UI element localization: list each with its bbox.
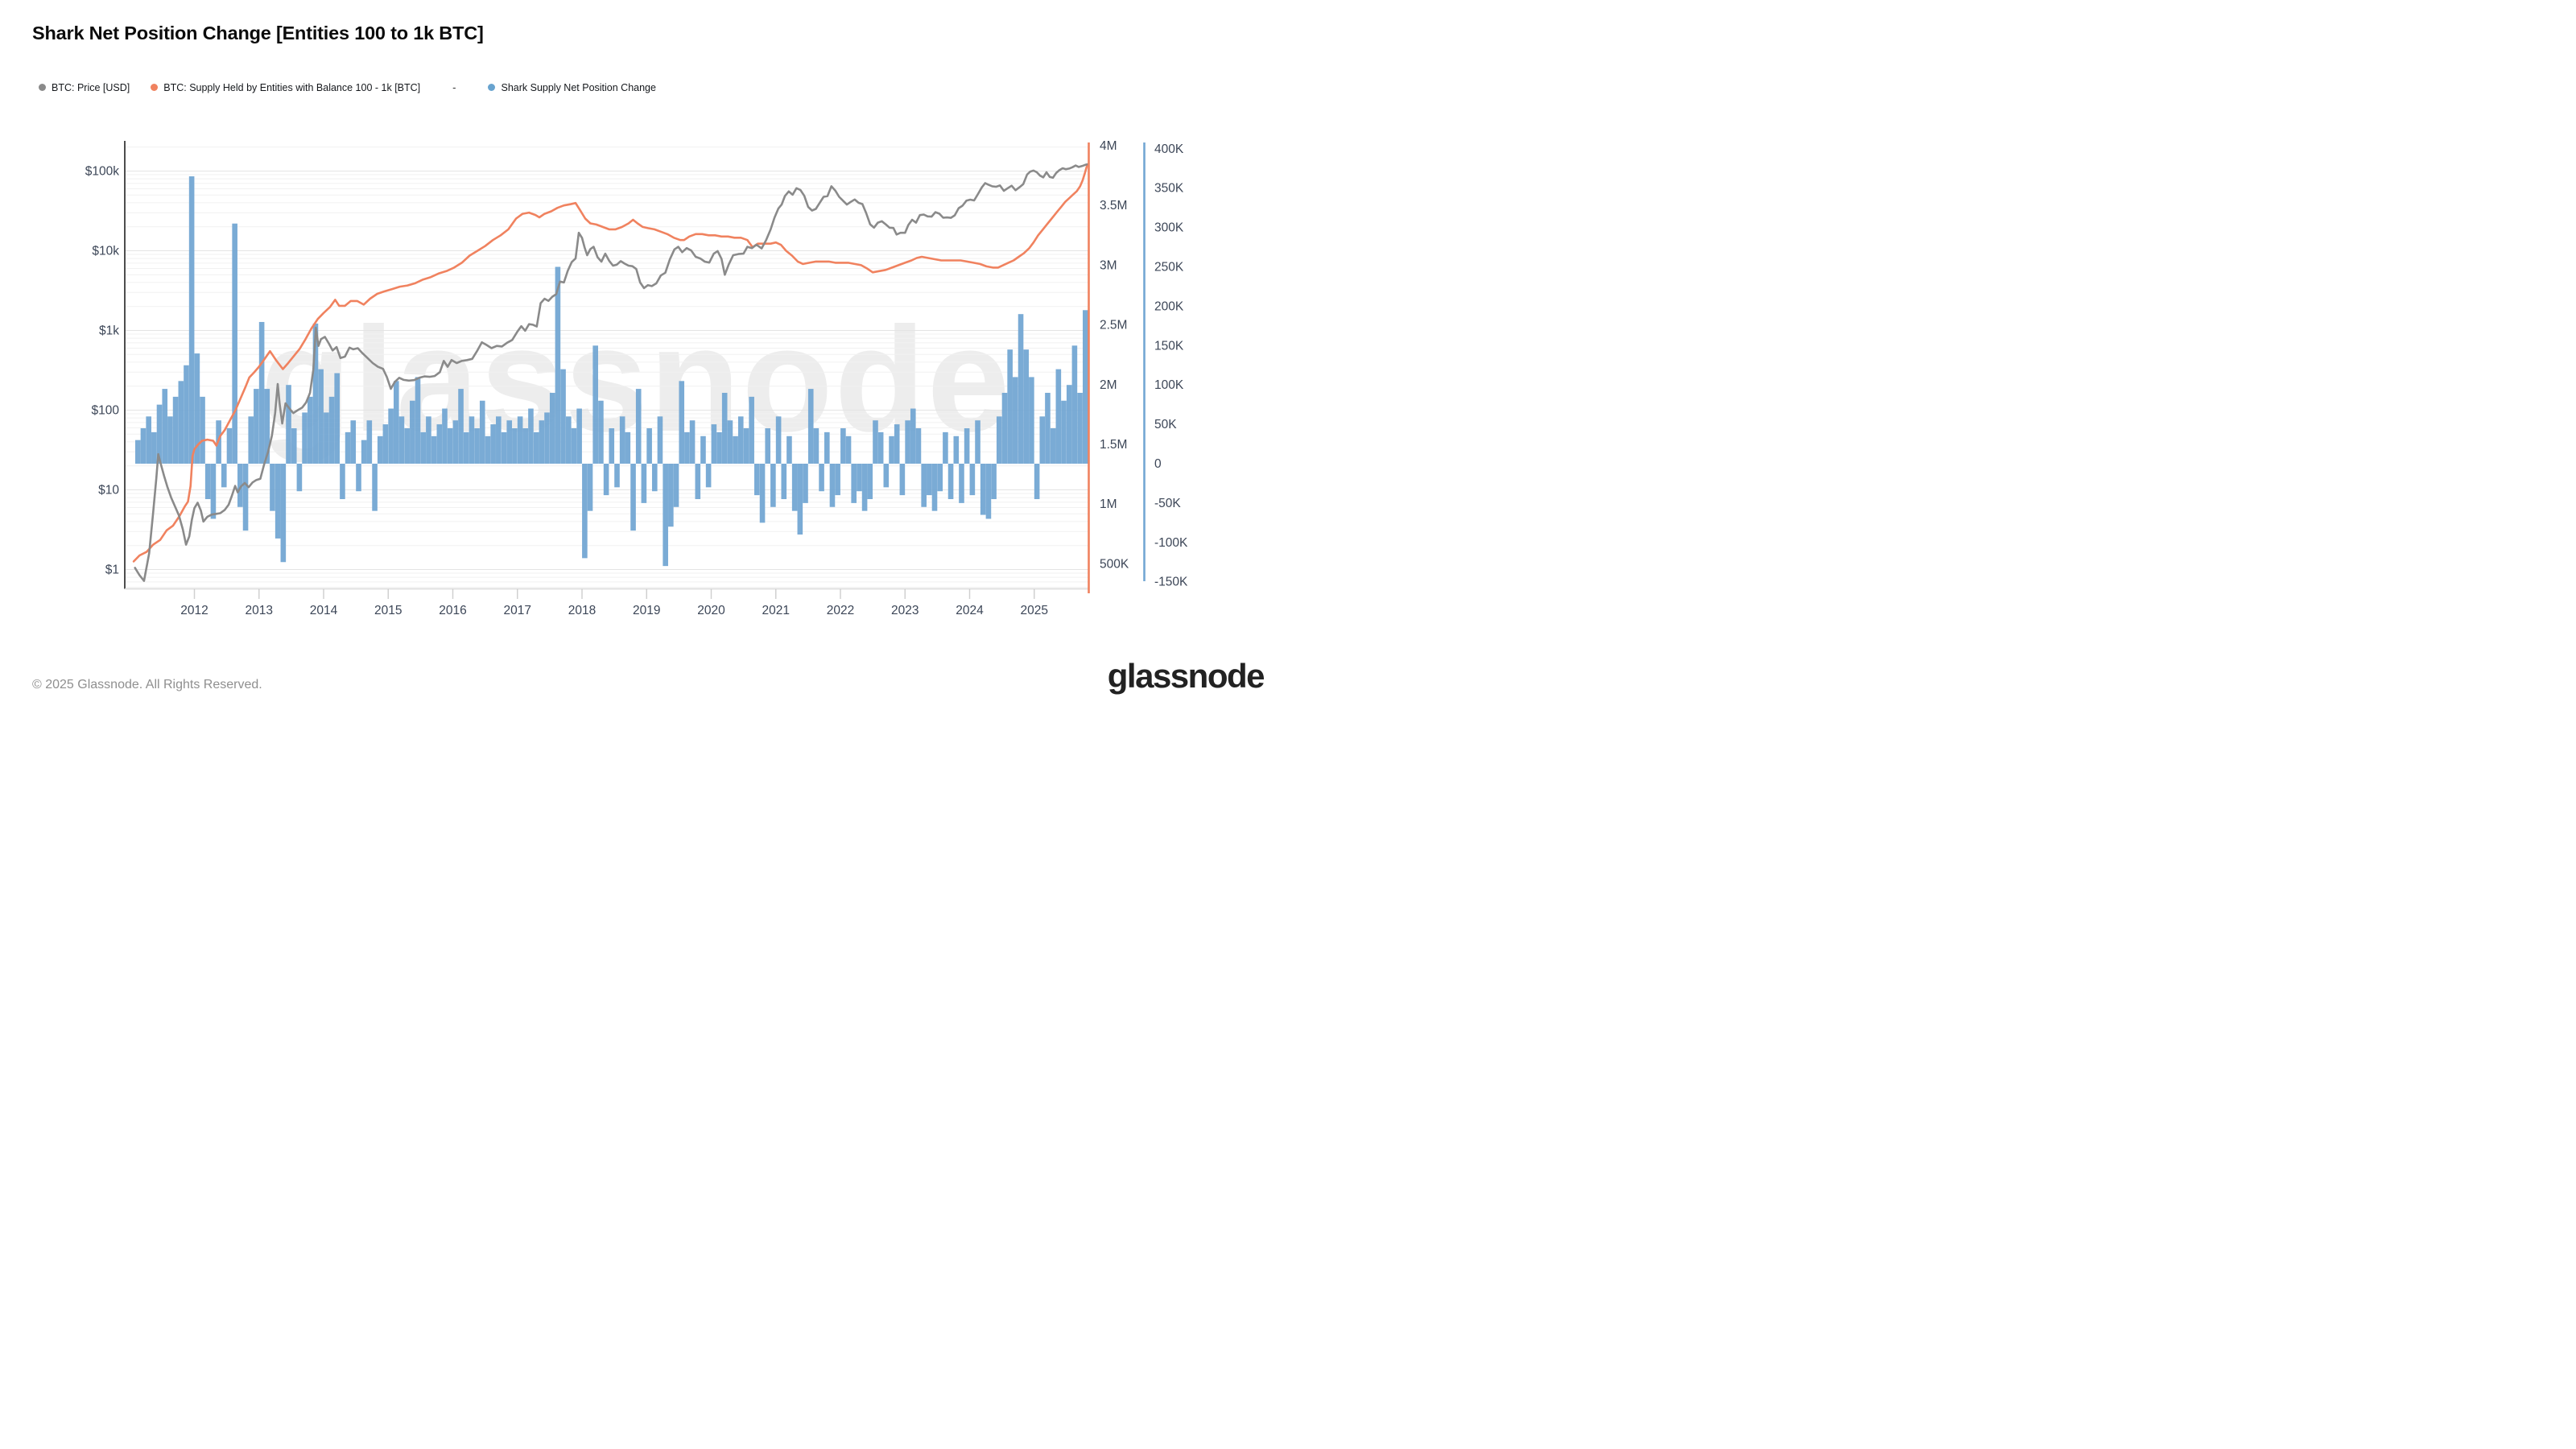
glassnode-logo: glassnode	[1107, 657, 1265, 695]
price-axis-tick-label: $10k	[92, 245, 119, 258]
supply-axis-tick-label: 3.5M	[1100, 199, 1127, 213]
chart-legend: BTC: Price [USD] BTC: Supply Held by Ent…	[39, 81, 656, 93]
supply-axis-tick-label: 500K	[1100, 557, 1129, 571]
npc-axis-tick-label: 50K	[1154, 418, 1177, 431]
npc-series-dot-icon	[488, 84, 496, 91]
page-header: Shark Net Position Change [Entities 100 …	[32, 23, 484, 44]
supply-axis-tick-label: 2M	[1100, 378, 1117, 392]
price-line	[134, 163, 1088, 582]
price-axis-tick-label: $100	[92, 404, 120, 418]
npc-axis-tick-label: 150K	[1154, 339, 1184, 353]
legend-item-price[interactable]: BTC: Price [USD]	[39, 82, 130, 93]
price-axis-tick-label: $10	[98, 484, 119, 497]
npc-axis-tick-label: -50K	[1154, 497, 1181, 510]
npc-axis-tick-label: -150K	[1154, 576, 1188, 589]
price-axis-tick-label: $1k	[99, 324, 119, 338]
x-axis-year-label: 2016	[439, 604, 466, 617]
x-axis-year-label: 2022	[827, 604, 854, 617]
npc-axis-tick-label: 350K	[1154, 182, 1184, 196]
x-axis-year-label: 2018	[568, 604, 596, 617]
x-axis-year-label: 2015	[374, 604, 402, 617]
legend-item-npc[interactable]: Shark Supply Net Position Change	[488, 81, 656, 93]
supply-axis-tick-label: 2.5M	[1100, 319, 1127, 332]
supply-series-dot-icon	[151, 84, 159, 91]
x-axis-year-label: 2020	[697, 604, 725, 617]
x-axis-year-label: 2024	[956, 604, 984, 617]
chart-area: glassnode $100k $10k $1k $100 $10 $1 4M 3.5M 3M 2.…	[0, 0, 1288, 724]
legend-label-supply: BTC: Supply Held by Entities with Balanc…	[163, 81, 421, 93]
price-axis-tick-label: $1	[105, 564, 119, 577]
chart-title: Shark Net Position Change [Entities 100 …	[32, 23, 484, 43]
supply-axis-tick-label: 4M	[1100, 139, 1117, 153]
supply-axis-tick-label: 1M	[1100, 497, 1117, 511]
chart-canvas[interactable]: glassnode $100k $10k $1k $100 $10 $1 4M 3.5M 3M 2.…	[0, 0, 1288, 724]
npc-axis-tick-label: 400K	[1154, 142, 1184, 156]
legend-label-price: BTC: Price [USD]	[52, 81, 130, 93]
supply-axis-tick-label: 3M	[1100, 258, 1117, 272]
npc-axis-tick-label: 0	[1154, 457, 1162, 471]
x-axis-year-label: 2021	[762, 604, 790, 617]
x-axis-year-label: 2013	[246, 604, 273, 617]
supply-axis-tick-label: 1.5M	[1100, 438, 1127, 452]
x-axis-year-label: 2023	[891, 604, 919, 617]
npc-axis-tick-label: 300K	[1154, 221, 1184, 235]
x-axis-year-label: 2012	[180, 604, 208, 617]
price-axis-tick-label: $100k	[85, 165, 119, 179]
x-axis-year-label: 2019	[633, 604, 660, 617]
npc-axis-tick-label: 100K	[1154, 378, 1184, 392]
npc-axis-tick-label: 250K	[1154, 261, 1184, 275]
x-axis-year-label: 2025	[1021, 604, 1048, 617]
npc-axis-tick-label: -100K	[1154, 536, 1188, 550]
x-axis-year-label: 2017	[504, 604, 531, 617]
legend-label-npc: Shark Supply Net Position Change	[501, 81, 656, 93]
legend-separator: -	[452, 81, 456, 93]
supply-line	[132, 163, 1088, 563]
price-series-dot-icon	[39, 84, 46, 91]
copyright-text: © 2025 Glassnode. All Rights Reserved.	[32, 678, 262, 691]
legend-item-supply[interactable]: BTC: Supply Held by Entities with Balanc…	[151, 82, 420, 93]
npc-axis-tick-label: 200K	[1154, 299, 1184, 313]
npc-bars	[134, 176, 1088, 567]
x-axis-year-label: 2014	[310, 604, 338, 617]
